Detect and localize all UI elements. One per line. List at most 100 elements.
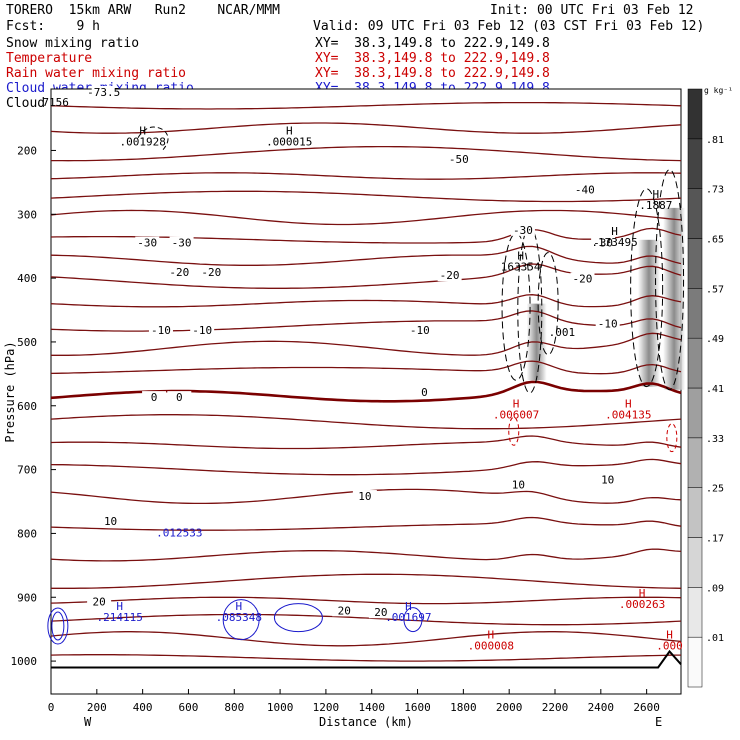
temperature-contour-label: 10 (104, 515, 117, 528)
field-xy-range: XY= 38.3,149.8 to 222.9,149.8 (315, 36, 550, 51)
cloud-ice-contour (537, 252, 559, 356)
x-tick-label: 800 (224, 701, 244, 714)
cloud-water-contour (273, 603, 323, 633)
field-name: Rain water mixing ratio (6, 66, 187, 81)
contour-label-bg (91, 85, 116, 98)
maximum-marker: H (513, 398, 520, 411)
y-axis-label: Pressure (hPa) (3, 341, 17, 442)
y-tick-label: 600 (17, 400, 37, 413)
colorbar-cell (687, 537, 703, 588)
maximum-value: .173495 (591, 236, 637, 249)
contour-label-bg (510, 223, 535, 236)
colorbar-unit: g kg⁻¹ (704, 86, 733, 95)
isotherm (50, 245, 682, 266)
cloud-ice-contour (501, 232, 531, 381)
temperature-contour-label: -73.5 (87, 86, 120, 99)
isotherm (50, 631, 682, 647)
contour-label-bg (506, 478, 531, 491)
x-tick-label: 2200 (542, 701, 569, 714)
cloud-ice-contour (655, 169, 685, 391)
contour-label-bg (167, 265, 192, 278)
temperature-contour-label: -20 (169, 266, 189, 279)
x-tick-label: 1000 (267, 701, 294, 714)
field-xy-range: XY= 38.3,149.8 to 222.9,149.8 (315, 66, 550, 81)
y-tick-label: 800 (17, 527, 37, 540)
x-tick-label: 400 (133, 701, 153, 714)
contour-label-bg (332, 604, 357, 617)
temperature-contour-label: 0 (421, 386, 428, 399)
contour-label-bg (446, 153, 471, 166)
isotherm (50, 435, 682, 450)
temperature-contour-label: 0 (176, 391, 183, 404)
colorbar-cell (687, 337, 703, 389)
x-tick-label: 200 (87, 701, 107, 714)
colorbar-label: .65 (706, 235, 724, 246)
contour-label-bg (148, 324, 173, 337)
cloud-water-contour (47, 607, 69, 645)
maximum-marker: H (625, 398, 632, 411)
maximum-marker: H (116, 600, 123, 613)
maximum-value: 7156 (42, 96, 69, 109)
isotherm (50, 360, 682, 375)
colorbar-cell (687, 636, 703, 688)
isotherm (50, 414, 682, 430)
temperature-contour-label: -20 (440, 269, 460, 282)
contour-label-bg (591, 236, 616, 249)
y-tick-label: 200 (17, 144, 37, 157)
contour-label-bg (167, 391, 192, 404)
contour-label-bg (169, 236, 194, 249)
snow-shading (637, 239, 660, 387)
isotherm (50, 190, 682, 203)
isotherm (50, 516, 682, 531)
temperature-contour-label: -10 (192, 324, 212, 337)
maximum-marker: H (139, 124, 146, 137)
y-tick-label: 900 (17, 591, 37, 604)
temperature-contour-label: -10 (598, 318, 618, 331)
maximum-marker: H (405, 600, 412, 613)
x-tick-label: 2600 (633, 701, 660, 714)
cloud-water-contour (51, 611, 65, 641)
temperature-contour-label: -20 (573, 272, 593, 285)
colorbar-label: .41 (706, 384, 724, 395)
maximum-marker: H (611, 225, 618, 238)
maximum-marker: H (666, 629, 673, 642)
valid-label: Valid: 09 UTC Fri 03 Feb 12 (03 CST Fri … (313, 19, 705, 34)
cloud-ice-contour (137, 126, 169, 150)
colorbar-label: .17 (706, 534, 724, 545)
temperature-contour-label: -10 (410, 324, 430, 337)
colorbar-label: .25 (706, 484, 724, 495)
temperature-contour-label: -20 (201, 266, 221, 279)
maximum-value: .004135 (605, 409, 651, 422)
contour-label-bg (352, 490, 377, 503)
isotherm (51, 573, 682, 589)
maximum-value: .214115 (97, 611, 143, 624)
temperature-contour-label: -50 (449, 153, 469, 166)
cloud-water-contour (222, 599, 260, 641)
snow-shading (663, 207, 686, 390)
colorbar-cell (687, 387, 703, 439)
isotherm (50, 172, 682, 180)
maximum-value: .001697 (385, 611, 431, 624)
maximum-value: .085348 (216, 611, 262, 624)
maximum-marker: H (652, 188, 659, 201)
rain-contour (666, 423, 678, 453)
x-tick-label: 1400 (358, 701, 385, 714)
isotherm (50, 613, 682, 626)
maximum-value: .000 (656, 640, 683, 653)
x-tick-label: 2400 (588, 701, 615, 714)
y-tick-label: 400 (17, 272, 37, 285)
x-tick-label: 1800 (450, 701, 477, 714)
temperature-contour-label: -10 (151, 324, 171, 337)
isotherm (51, 332, 682, 356)
init-label: Init: 00 UTC Fri 03 Feb 12 (490, 3, 694, 18)
y-tick-label: 1000 (11, 655, 38, 668)
colorbar-cell (687, 288, 703, 339)
colorbar-label: .49 (706, 334, 724, 345)
contour-label-bg (190, 324, 215, 337)
maximum-value: .000015 (266, 135, 312, 148)
maximum-marker: H (639, 587, 646, 600)
colorbar-cell (687, 188, 703, 239)
isotherm (50, 548, 682, 562)
x-tick-label: 1600 (404, 701, 431, 714)
